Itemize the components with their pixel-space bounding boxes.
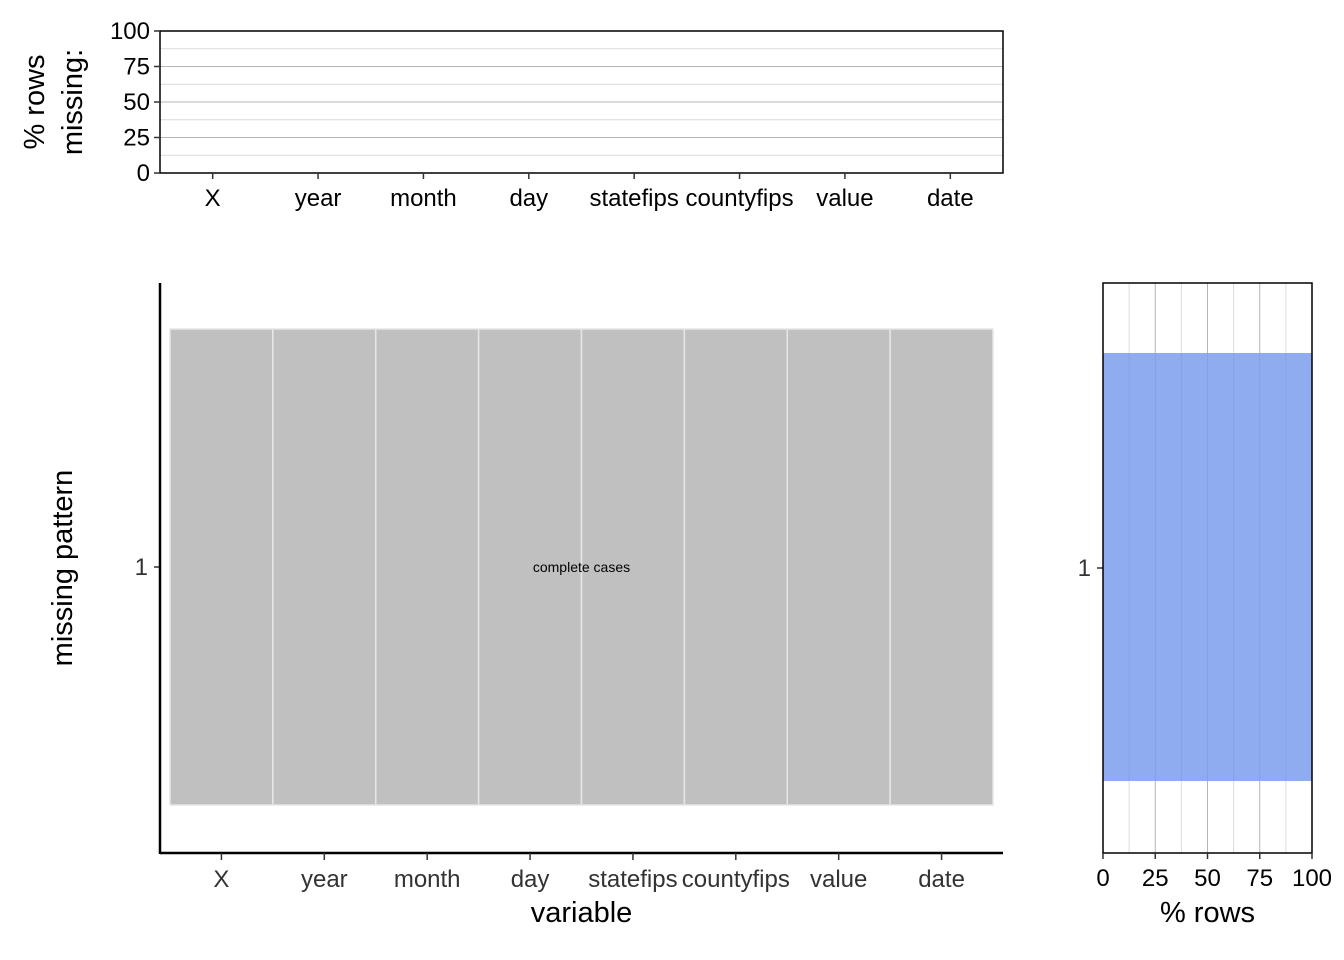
top-xtick-label: day [509,185,548,212]
top-ytick-label: 50 [123,89,150,116]
top-xtick-label: year [295,185,342,212]
main-xtick-label: value [810,866,867,893]
pattern-tile-day [477,328,583,806]
main-xlabel: variable [531,897,633,929]
top-ytick-label: 25 [123,125,150,152]
top-ylabel-line: % rows [19,54,51,149]
top-ytick-label: 100 [110,18,150,45]
top-ytick-label: 0 [137,160,150,187]
top-xtick-label: value [816,185,873,212]
main-ytick-label: 1 [135,554,148,581]
right-xtick-label: 75 [1246,865,1273,892]
top-xtick-label: statefips [589,185,678,212]
pattern-tile-year [272,328,377,806]
right-bar-1 [1103,353,1312,781]
pattern-tile-X [169,328,274,806]
main-xtick-label: year [301,866,348,893]
main-xtick-label: date [918,866,965,893]
top-xtick-label: month [390,185,457,212]
top-ylabel-line: missing: [57,49,89,155]
pattern-tile-month [375,328,480,806]
pattern-tile-date [889,328,994,806]
pattern-tile-value [786,328,891,806]
right-xtick-label: 25 [1142,865,1169,892]
right-xtick-label: 50 [1194,865,1221,892]
main-xtick-label: countyfips [682,866,790,893]
pattern-annotation: complete cases [533,559,630,575]
right-xlabel: % rows [1160,897,1255,929]
right-xtick-label: 0 [1096,865,1109,892]
top-xtick-label: countyfips [686,185,794,212]
main-xtick-label: X [213,866,229,893]
main-xtick-label: day [511,866,550,893]
top-xtick-label: date [927,185,974,212]
right-xtick-label: 100 [1292,865,1332,892]
pattern-tile-countyfips [683,328,788,806]
main-ylabel: missing pattern [47,470,79,667]
top-xtick-label: X [205,185,221,212]
pattern-tile-statefips [580,328,686,806]
main-xtick-label: month [394,866,461,893]
main-xtick-label: statefips [588,866,677,893]
right-ytick-label: 1 [1078,555,1091,582]
top-ytick-label: 75 [123,54,150,81]
top-ylabel: % rows missing: [19,49,89,155]
